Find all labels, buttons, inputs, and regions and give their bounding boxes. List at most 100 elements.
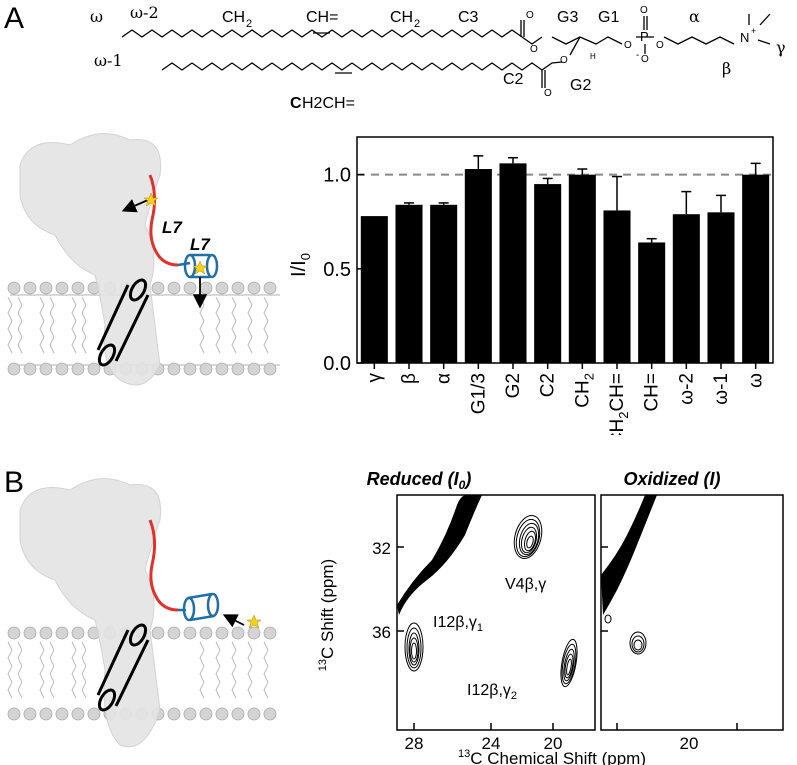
x-tick-label: α: [434, 373, 455, 384]
star-icon: [246, 614, 262, 629]
svg-text:C3: C3: [458, 9, 479, 26]
x-tick-label: C2: [538, 373, 559, 397]
upper-acyl-chain: [121, 29, 543, 45]
lipid-tails: [7, 296, 269, 354]
svg-text:-: -: [636, 50, 639, 61]
y-tick-label: 32: [372, 539, 391, 558]
panel-letter-a: A: [4, 2, 25, 35]
svg-text:2: 2: [414, 18, 420, 30]
svg-text:G1: G1: [598, 9, 619, 26]
bar: [464, 169, 492, 363]
y-tick-label: 1.0: [323, 165, 351, 187]
arrow-left-icon: [121, 199, 149, 213]
svg-text:H2CH=: H2CH=: [302, 95, 355, 112]
bar: [603, 210, 631, 363]
svg-text:CH: CH: [390, 9, 413, 26]
x-tick-label: 20: [680, 734, 699, 753]
v4-label: V4β,γ: [505, 576, 546, 593]
spectrum-right-title: Oxidized (I): [623, 469, 720, 489]
svg-text:O: O: [640, 5, 648, 16]
bar: [360, 216, 388, 363]
protein-surface: [19, 478, 162, 748]
svg-text:ω-2: ω-2: [130, 3, 159, 22]
svg-text:O: O: [641, 54, 649, 65]
star-icon: [192, 260, 208, 275]
svg-text:H: H: [590, 52, 596, 61]
svg-text:ω-1: ω-1: [94, 51, 123, 70]
svg-text:CH: CH: [222, 9, 245, 26]
y-tick-label: 0.5: [323, 259, 351, 281]
x-tick-label: ω-1: [711, 373, 732, 405]
protein-membrane-cartoon-b: [7, 478, 277, 748]
panel-letter-b: B: [4, 466, 25, 499]
plot-frame: [356, 136, 774, 364]
star-icon: [143, 192, 159, 207]
bar: [707, 212, 735, 363]
diagonal-peak-right: [601, 495, 657, 615]
lipid-structure: ω ω-2 CH 2 CH= CH 2 C3 G3 G1 α γ β ω-1 C…: [90, 3, 786, 112]
svg-text:γ: γ: [776, 38, 786, 57]
x-tick-label: β: [399, 373, 420, 384]
oxidized-peak: [604, 614, 647, 655]
svg-text:β: β: [722, 59, 731, 78]
bar: [534, 184, 562, 363]
svg-text:G3: G3: [557, 9, 578, 26]
i12-gamma1-label: I12β,γ1: [433, 614, 483, 634]
bar: [499, 163, 527, 363]
x-tick-label: CH2: [572, 373, 596, 408]
svg-text:+: +: [751, 26, 756, 36]
red-loop-b: [148, 519, 179, 612]
svg-text:N: N: [740, 30, 749, 45]
x-tick-label: ω-2: [676, 373, 697, 405]
bar: [638, 242, 666, 363]
arrow-left-icon: [222, 614, 245, 628]
svg-text:O: O: [544, 88, 552, 99]
x-tick-label: 28: [405, 734, 424, 753]
i12-gamma1-peak: [404, 622, 424, 672]
svg-text:CH=: CH=: [306, 9, 338, 26]
svg-text:C: C: [290, 95, 302, 112]
y-axis-label: 13C Shift (ppm): [317, 559, 337, 671]
l7-label: L7: [190, 235, 211, 254]
svg-text:O: O: [560, 55, 568, 66]
svg-text:G2: G2: [570, 77, 591, 94]
x-tick-label: G1/3: [468, 373, 489, 414]
svg-text:ω: ω: [90, 7, 103, 26]
x-axis-label: 13C Chemical Shift (ppm): [458, 748, 646, 765]
x-tick-label: G2: [503, 373, 524, 398]
x-tick-label: γ: [364, 373, 385, 383]
spectrum-left-title: Reduced (I0): [367, 469, 472, 492]
bar: [395, 204, 423, 363]
svg-text:C2: C2: [503, 71, 524, 88]
amphipathic-helix-b: [178, 592, 220, 622]
y-tick-label: 0.0: [323, 353, 351, 375]
svg-text:α: α: [689, 7, 700, 26]
helix-cylinder-b: [96, 623, 150, 712]
l7-label: L7: [162, 218, 183, 237]
svg-text:O: O: [526, 10, 534, 21]
x-tick-label: 20: [544, 734, 563, 753]
bar: [742, 174, 770, 363]
i12-gamma2-label: I12β,γ2: [467, 682, 517, 702]
x-tick-label: ω: [746, 373, 767, 388]
bar: [568, 174, 596, 363]
lower-acyl-chain: [161, 61, 563, 71]
bar: [672, 214, 700, 363]
diagonal-peak-left: [397, 495, 482, 615]
protein-membrane-cartoon-a: L7 L7: [7, 133, 280, 386]
svg-text:O: O: [656, 40, 664, 51]
nmr-spectra: Reduced (I0) Oxidized (I) 32 36 28 24 20…: [317, 469, 784, 765]
spectrum-right-frame: [600, 494, 784, 731]
i12-gamma2-peak: [560, 638, 578, 688]
y-tick-label: 36: [372, 623, 391, 642]
svg-text:2: 2: [246, 18, 252, 30]
svg-text:P: P: [640, 29, 649, 44]
x-tick-label: CH=: [642, 373, 663, 412]
spectrum-left-frame: [396, 494, 596, 731]
y-axis-label: I/I0: [288, 253, 313, 277]
v4-peak: [513, 514, 543, 560]
svg-text:O: O: [624, 40, 632, 51]
bar: [430, 204, 458, 363]
